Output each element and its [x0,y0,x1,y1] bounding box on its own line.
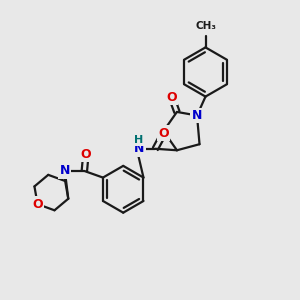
Text: N: N [134,142,144,155]
Text: CH₃: CH₃ [195,21,216,31]
Text: N: N [60,164,70,178]
Text: O: O [80,148,91,161]
Text: H: H [134,135,144,146]
Text: N: N [192,109,202,122]
Text: O: O [158,127,169,140]
Text: O: O [32,198,43,211]
Text: O: O [166,91,177,104]
